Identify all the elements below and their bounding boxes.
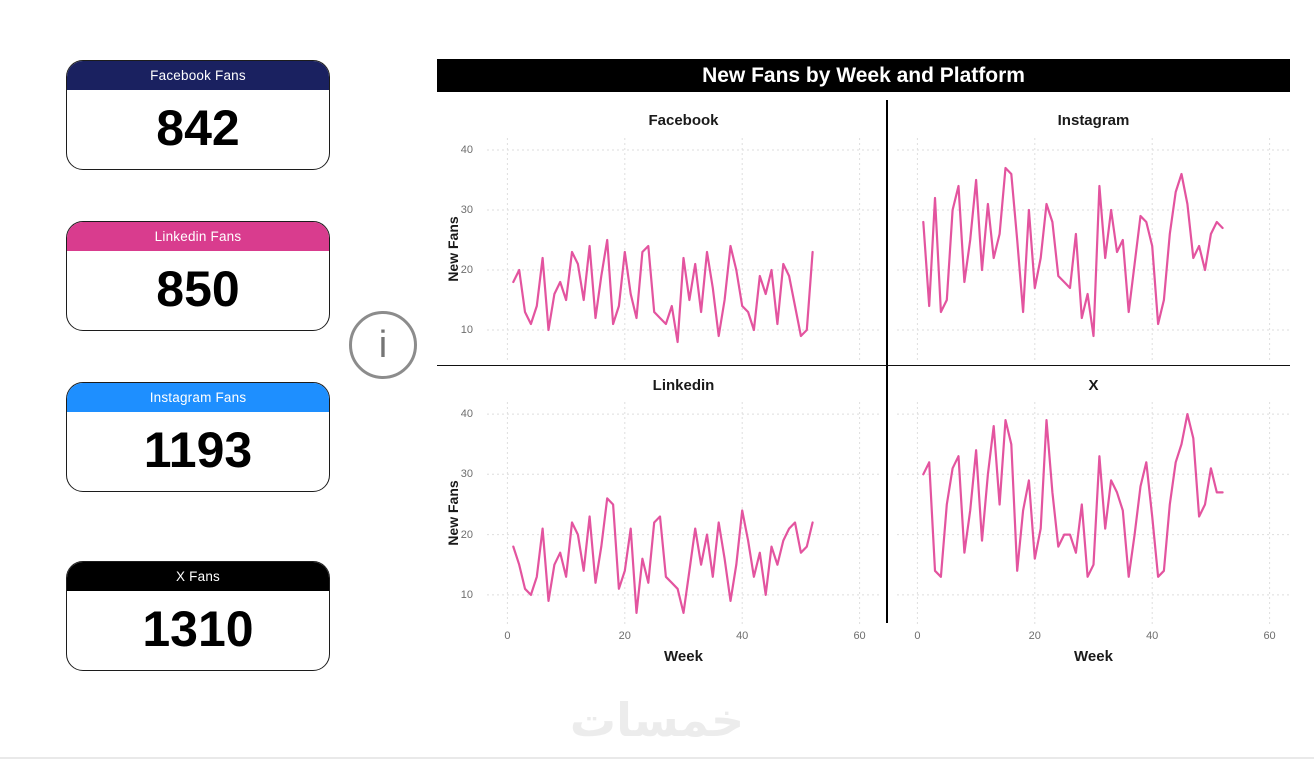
info-button[interactable]: i xyxy=(349,311,417,379)
kpi-card-label: Facebook Fans xyxy=(150,68,246,83)
kpi-card-header: X Fans xyxy=(67,562,329,591)
y-tick-label: 40 xyxy=(460,144,473,156)
y-tick-label: 40 xyxy=(460,408,473,421)
info-icon: i xyxy=(378,323,388,366)
kpi-card-label: Linkedin Fans xyxy=(154,229,242,244)
y-axis-title: New Fans xyxy=(445,480,461,546)
y-tick-label: 10 xyxy=(460,588,473,601)
line-plot-facebook[interactable] xyxy=(487,138,880,360)
y-tick-label: 30 xyxy=(460,468,473,481)
y-tick-label: 20 xyxy=(460,528,473,541)
chart-title-bar: New Fans by Week and Platform xyxy=(437,59,1290,92)
kpi-card-value: 1310 xyxy=(142,601,254,657)
x-tick-label: 40 xyxy=(1146,630,1159,642)
kpi-card-value: 850 xyxy=(156,261,240,317)
x-tick-label: 60 xyxy=(853,630,866,642)
facet-title-x: X xyxy=(1088,377,1099,394)
kpi-card-value: 842 xyxy=(156,100,240,156)
y-tick-label: 30 xyxy=(460,204,473,216)
facet-title-facebook: Facebook xyxy=(648,112,719,129)
chart-title: New Fans by Week and Platform xyxy=(702,63,1025,87)
kpi-card-linkedin[interactable]: Linkedin Fans 850 xyxy=(66,221,330,331)
watermark: خمسات xyxy=(569,694,745,746)
facet-title-instagram: Instagram xyxy=(1057,112,1130,129)
y-axis-tick-labels: 10 20 30 40 xyxy=(437,402,481,625)
x-tick-label: 0 xyxy=(914,630,921,642)
kpi-card-x[interactable]: X Fans 1310 xyxy=(66,561,330,671)
y-axis-tick-labels: 10 20 30 40 xyxy=(437,138,481,360)
facet-title-linkedin: Linkedin xyxy=(652,377,715,394)
kpi-card-header: Facebook Fans xyxy=(67,61,329,90)
kpi-card-value: 1193 xyxy=(143,422,253,478)
x-tick-label: 40 xyxy=(736,630,749,642)
x-tick-label: 20 xyxy=(1028,630,1041,642)
kpi-card-header: Instagram Fans xyxy=(67,383,329,412)
line-plot-instagram[interactable] xyxy=(897,138,1290,360)
x-axis-title: Week xyxy=(664,648,703,665)
x-tick-label: 60 xyxy=(1263,630,1276,642)
kpi-card-label: X Fans xyxy=(176,569,220,584)
facet-divider-vertical xyxy=(886,100,888,623)
line-plot-x[interactable] xyxy=(897,402,1290,625)
kpi-card-instagram[interactable]: Instagram Fans 1193 xyxy=(66,382,330,492)
x-axis-title: Week xyxy=(1074,648,1113,665)
kpi-card-label: Instagram Fans xyxy=(149,390,247,405)
line-plot-linkedin[interactable] xyxy=(487,402,880,625)
kpi-card-header: Linkedin Fans xyxy=(67,222,329,251)
x-axis-tick-labels: 0 20 40 60 xyxy=(487,630,880,646)
x-tick-label: 20 xyxy=(618,630,631,642)
y-tick-label: 10 xyxy=(460,324,473,336)
y-tick-label: 20 xyxy=(460,264,473,276)
x-axis-tick-labels: 0 20 40 60 xyxy=(897,630,1290,646)
kpi-card-facebook[interactable]: Facebook Fans 842 xyxy=(66,60,330,170)
page-bottom-edge xyxy=(0,757,1314,759)
y-axis-title: New Fans xyxy=(445,216,461,282)
x-tick-label: 0 xyxy=(504,630,511,642)
facet-divider-horizontal xyxy=(437,365,1290,366)
